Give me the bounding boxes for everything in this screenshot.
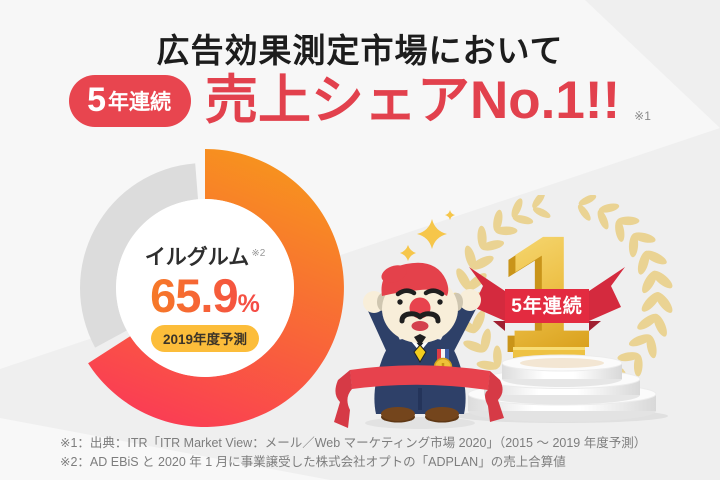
mascot-goatee	[414, 334, 426, 346]
mascot-shoe-left	[381, 407, 415, 421]
ribbon-fold-right	[589, 321, 601, 331]
mascot-hand-right	[459, 289, 481, 311]
donut-slice-yrglm	[88, 149, 344, 427]
mascot-eye-right	[437, 299, 443, 305]
mascot-legs-gap	[418, 388, 422, 410]
footnotes: ※1：出典：ITR「ITR Market View：メール／Web マーケティン…	[60, 434, 646, 473]
share-holder-name: イルグルム ※2	[144, 246, 266, 269]
headline-footnote-mark: ※1	[634, 109, 651, 123]
mascot-character	[334, 262, 504, 429]
ribbon-text: 5年連続	[511, 294, 583, 317]
mascot-brow-right	[423, 288, 445, 297]
mascot-brow-left	[395, 288, 417, 297]
mascot-shadow	[365, 417, 475, 429]
forecast-period-badge: 2019年度予測	[150, 325, 260, 353]
sparkles	[400, 210, 455, 261]
ribbon-fold-left	[493, 321, 505, 331]
years-badge: 5 年連続	[69, 74, 192, 127]
footnote-2: ※2：AD EBiS と 2020 年 1 月に事業譲受した株式会社オプトの「A…	[60, 455, 566, 470]
mascot-tie	[413, 344, 427, 363]
share-value: 65.9%	[117, 271, 293, 320]
finish-tape	[334, 365, 504, 428]
headline-row: 5 年連続 売上シェアNo.1!! ※1	[0, 74, 720, 127]
mascot-lips	[411, 321, 429, 331]
years-badge-label: 年連続	[108, 91, 172, 114]
share-number: 65.9	[150, 269, 238, 323]
podium-top-tint	[520, 358, 604, 368]
mascot-cap-fold	[381, 265, 407, 283]
finish-tape-band	[350, 365, 490, 390]
donut-slice-other	[79, 163, 199, 348]
ribbon-wing-right	[589, 267, 625, 321]
sparkle-icon	[445, 210, 455, 220]
mascot-eye-left	[397, 299, 403, 305]
ribbon-panel	[505, 289, 589, 323]
mascot-shoe-right	[425, 407, 459, 421]
headline-text: 売上シェアNo.1!!	[205, 71, 621, 130]
sparkle-icon	[417, 219, 447, 249]
mascot-mustache	[399, 311, 441, 324]
share-footnote-mark: ※2	[251, 248, 266, 259]
page-title: 広告効果測定市場において	[156, 32, 564, 69]
sparkle-icon	[400, 245, 416, 261]
award-ribbon-banner: 5年連続	[469, 267, 625, 331]
trophy-base-top	[513, 347, 585, 357]
trophy-base-highlight	[513, 347, 585, 350]
award-illustration: 1 1 5年連続	[452, 195, 673, 423]
years-badge-number: 5	[87, 80, 107, 119]
share-percent-sign: %	[237, 290, 260, 319]
podium	[467, 354, 657, 422]
footnote-1: ※1：出典：ITR「ITR Market View：メール／Web マーケティン…	[60, 436, 647, 450]
donut-center-label: イルグルム ※2 65.9% 2019年度予測	[117, 246, 293, 353]
